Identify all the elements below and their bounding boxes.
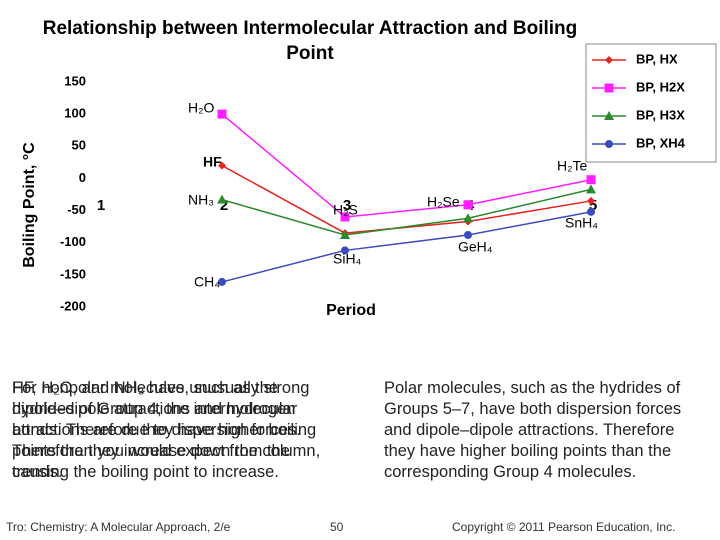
marker [587,207,595,216]
footer-source: Tro: Chemistry: A Molecular Approach, 2/… [6,520,231,534]
annotation: CH₄ [194,274,220,290]
y-tick-label: -150 [60,266,86,281]
y-tick-label: 0 [79,170,86,185]
page-number: 50 [330,520,344,534]
text-box: For nonpolar molecules, such as the hydr… [12,379,321,481]
marker [604,83,614,93]
marker [218,277,226,286]
marker [587,196,595,205]
chart: Boiling Point, °C Period -200 -150 -100 -50… [21,43,717,319]
marker [217,109,227,119]
y-tick-label: 50 [72,138,86,153]
y-tick-label: 150 [64,73,86,88]
y-tick-label: -100 [60,234,86,249]
annotation: SiH₄ [333,251,362,267]
y-axis-label: Boiling Point, °C [21,142,38,268]
marker [340,230,350,239]
marker [218,161,226,170]
legend-label: BP, H3X [636,107,685,122]
marker [586,184,596,194]
marker [586,175,596,185]
series-line [221,188,592,236]
marker [605,140,613,148]
marker [217,194,227,204]
annotation: H₂Te [557,158,588,174]
x-tick-label: 3 [343,197,351,214]
marker [463,213,473,223]
annotation: GeH₄ [458,239,493,255]
series-line [221,113,592,218]
text-box: HF, H₂O, and NH₃ have unusually strong d… [12,379,317,481]
footer-copyright: Copyright © 2011 Pearson Education, Inc. [452,520,676,534]
x-tick-label: 5 [589,197,597,214]
annotation: SnH₄ [565,215,598,231]
x-axis-label: Period [326,302,376,319]
series-line [221,211,592,283]
text-box: Polar molecules, such as the hydrides of… [384,379,682,481]
annotation: H₂O [188,100,215,116]
marker [341,246,349,255]
chart-title: Relationship between Intermolecular Attr… [42,18,578,64]
annotation: H₂Se [427,194,460,210]
legend-label: BP, H2X [636,79,685,94]
marker [340,212,350,222]
annotation: H₂S [333,202,358,218]
y-tick-label: -50 [67,202,86,217]
x-tick-label: 1 [97,197,105,214]
x-tick-label: 2 [220,197,228,214]
y-tick-label: -200 [60,298,86,313]
legend-label: BP, HX [636,51,678,66]
marker [604,111,614,120]
marker [605,56,613,64]
marker [464,231,472,239]
annotation: HF [203,154,222,170]
y-tick-label: 100 [64,106,86,121]
annotation: NH₃ [188,192,214,208]
marker [463,200,473,210]
legend-label: BP, XH4 [636,135,686,150]
